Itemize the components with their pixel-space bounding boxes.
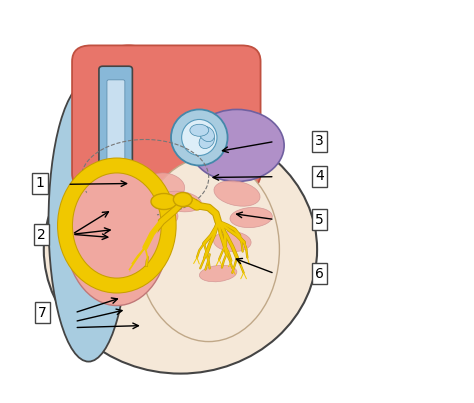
Ellipse shape [48, 81, 128, 361]
Text: 7: 7 [38, 305, 47, 320]
Ellipse shape [182, 119, 217, 156]
Text: 4: 4 [315, 170, 324, 183]
Text: 2: 2 [37, 228, 46, 241]
Ellipse shape [138, 158, 279, 342]
Text: 3: 3 [315, 135, 324, 148]
Ellipse shape [65, 162, 169, 305]
Ellipse shape [171, 110, 228, 166]
Ellipse shape [190, 110, 284, 181]
Text: 1: 1 [36, 177, 45, 191]
Text: 5: 5 [315, 212, 324, 226]
FancyBboxPatch shape [99, 66, 132, 185]
Ellipse shape [86, 46, 171, 133]
Ellipse shape [159, 191, 201, 212]
Ellipse shape [145, 208, 178, 228]
FancyBboxPatch shape [72, 46, 261, 189]
FancyBboxPatch shape [107, 80, 125, 171]
Ellipse shape [190, 124, 209, 136]
Ellipse shape [76, 177, 158, 274]
Ellipse shape [230, 208, 272, 228]
Ellipse shape [199, 133, 214, 149]
Ellipse shape [138, 50, 223, 129]
Text: 6: 6 [315, 266, 324, 280]
Ellipse shape [44, 125, 317, 374]
Ellipse shape [173, 193, 192, 206]
Ellipse shape [148, 173, 185, 198]
Ellipse shape [199, 127, 214, 141]
Ellipse shape [200, 265, 237, 282]
Ellipse shape [214, 181, 260, 206]
Ellipse shape [151, 193, 177, 210]
Ellipse shape [213, 231, 251, 251]
